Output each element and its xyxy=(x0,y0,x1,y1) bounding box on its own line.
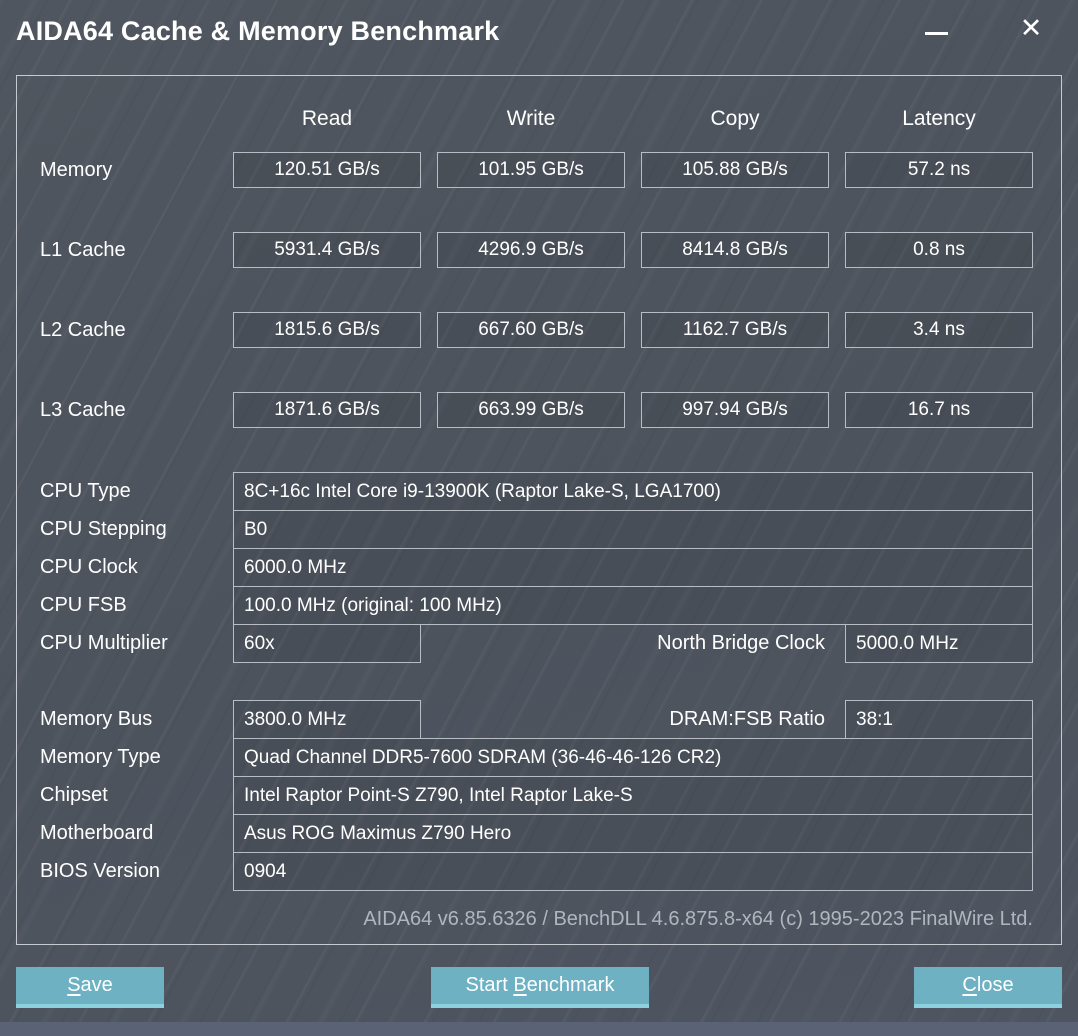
l3-latency-value: 16.7 ns xyxy=(845,392,1033,428)
l3-copy-value: 997.94 GB/s xyxy=(641,392,829,428)
cpu-stepping-value: B0 xyxy=(233,510,1033,549)
label-cpu-fsb: CPU FSB xyxy=(40,594,127,616)
minimize-button[interactable] xyxy=(906,6,966,50)
window-bottom-edge xyxy=(0,1022,1078,1036)
cpu-type-value: 8C+16c Intel Core i9-13900K (Raptor Lake… xyxy=(233,472,1033,511)
column-header-read: Read xyxy=(301,107,353,130)
row-label-l3-cache: L3 Cache xyxy=(40,399,126,421)
motherboard-value: Asus ROG Maximus Z790 Hero xyxy=(233,814,1033,853)
cpu-fsb-value: 100.0 MHz (original: 100 MHz) xyxy=(233,586,1033,625)
l3-read-value: 1871.6 GB/s xyxy=(233,392,421,428)
l2-copy-value: 1162.7 GB/s xyxy=(641,312,829,348)
l1-write-value: 4296.9 GB/s xyxy=(437,232,625,268)
l1-latency-value: 0.8 ns xyxy=(845,232,1033,268)
version-text: AIDA64 v6.85.6326 / BenchDLL 4.6.875.8-x… xyxy=(363,908,1033,930)
label-bios-version: BIOS Version xyxy=(40,860,161,882)
l2-write-value: 667.60 GB/s xyxy=(437,312,625,348)
close-icon: ✕ xyxy=(1019,12,1043,44)
memory-read-value: 120.51 GB/s xyxy=(233,152,421,188)
label-dram-fsb-ratio: DRAM:FSB Ratio xyxy=(669,708,825,730)
memory-bus-value: 3800.0 MHz xyxy=(233,700,421,739)
cpu-multiplier-value: 60x xyxy=(233,624,421,663)
label-cpu-clock: CPU Clock xyxy=(40,556,138,578)
l3-write-value: 663.99 GB/s xyxy=(437,392,625,428)
cpu-clock-value: 6000.0 MHz xyxy=(233,548,1033,587)
close-button[interactable]: Close xyxy=(914,967,1062,1008)
memory-latency-value: 57.2 ns xyxy=(845,152,1033,188)
row-label-l2-cache: L2 Cache xyxy=(40,319,126,341)
results-panel xyxy=(16,75,1062,945)
label-motherboard: Motherboard xyxy=(40,822,154,844)
label-cpu-stepping: CPU Stepping xyxy=(40,518,167,540)
label-cpu-multiplier: CPU Multiplier xyxy=(40,632,168,654)
l1-copy-value: 8414.8 GB/s xyxy=(641,232,829,268)
row-label-l1-cache: L1 Cache xyxy=(40,239,126,261)
label-memory-bus: Memory Bus xyxy=(40,708,153,730)
l2-latency-value: 3.4 ns xyxy=(845,312,1033,348)
north-bridge-clock-value: 5000.0 MHz xyxy=(845,624,1033,663)
close-window-button[interactable]: ✕ xyxy=(1001,6,1061,50)
window-title: AIDA64 Cache & Memory Benchmark xyxy=(16,16,500,46)
bios-version-value: 0904 xyxy=(233,852,1033,891)
row-label-memory: Memory xyxy=(40,159,113,181)
column-header-copy: Copy xyxy=(710,107,760,130)
l2-read-value: 1815.6 GB/s xyxy=(233,312,421,348)
column-header-latency: Latency xyxy=(902,107,976,130)
label-chipset: Chipset xyxy=(40,784,108,806)
column-header-write: Write xyxy=(506,107,556,130)
label-north-bridge-clock: North Bridge Clock xyxy=(657,632,825,654)
l1-read-value: 5931.4 GB/s xyxy=(233,232,421,268)
dram-fsb-ratio-value: 38:1 xyxy=(845,700,1033,739)
label-memory-type: Memory Type xyxy=(40,746,161,768)
start-benchmark-button[interactable]: Start Benchmark xyxy=(431,967,649,1008)
minimize-icon xyxy=(924,31,948,35)
label-cpu-type: CPU Type xyxy=(40,480,131,502)
save-button[interactable]: Save xyxy=(16,967,164,1008)
memory-write-value: 101.95 GB/s xyxy=(437,152,625,188)
chipset-value: Intel Raptor Point-S Z790, Intel Raptor … xyxy=(233,776,1033,815)
memory-copy-value: 105.88 GB/s xyxy=(641,152,829,188)
memory-type-value: Quad Channel DDR5-7600 SDRAM (36-46-46-1… xyxy=(233,738,1033,777)
